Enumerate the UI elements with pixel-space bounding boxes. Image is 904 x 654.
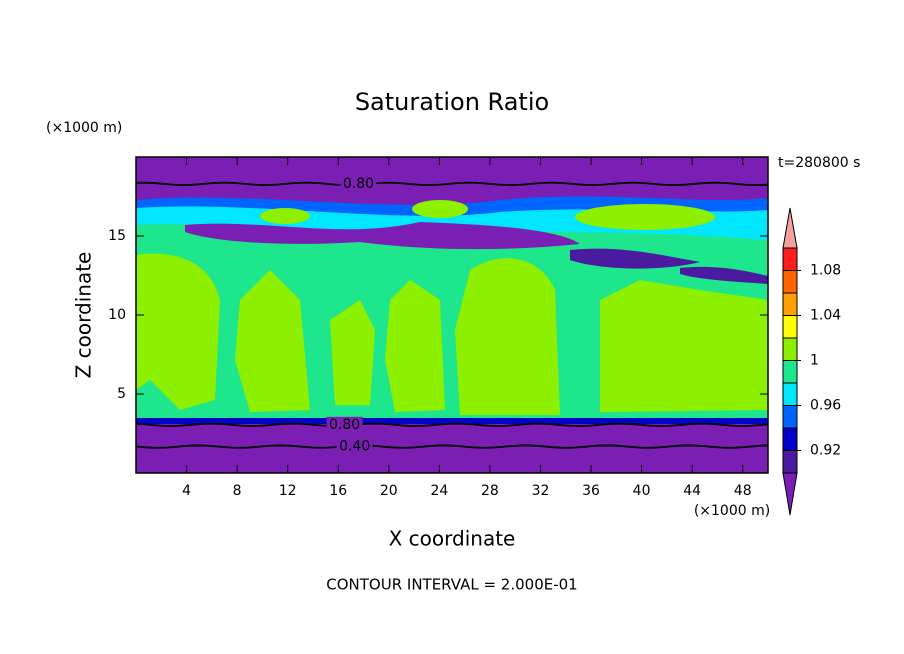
- x-tick-label: 44: [683, 483, 701, 499]
- y-tick-label: 5: [117, 386, 126, 402]
- x-tick-label: 4: [182, 483, 191, 499]
- field-region: [412, 200, 468, 218]
- colorbar-box: [782, 247, 798, 271]
- x-tick-label: 20: [380, 483, 398, 499]
- field-region: [235, 270, 310, 412]
- x-tick-label: 40: [633, 483, 651, 499]
- colorbar-box: [782, 360, 798, 384]
- field-region: [330, 300, 375, 405]
- colorbar-box: [782, 405, 798, 429]
- x-tick-label: 48: [734, 483, 752, 499]
- x-tick-label: 16: [329, 483, 347, 499]
- field-region: [600, 280, 768, 412]
- field-region: [680, 266, 768, 284]
- colorbar-over: [782, 207, 798, 249]
- field-region: [570, 248, 700, 269]
- colorbar-box: [782, 450, 798, 474]
- contour-line: [136, 444, 768, 449]
- x-unit: (×1000 m): [694, 503, 770, 519]
- contour-label-bg: [336, 438, 373, 455]
- field-region: [185, 222, 580, 250]
- contour-label-bg: [326, 416, 363, 433]
- x-tick-label: 24: [430, 483, 448, 499]
- x-axis-label: X coordinate: [389, 527, 516, 551]
- contour-label: 0.40: [339, 439, 370, 455]
- x-tick-label: 28: [481, 483, 499, 499]
- field-region: [385, 280, 445, 412]
- colorbar-box: [782, 292, 798, 316]
- contour-label: 0.80: [329, 417, 360, 433]
- time-label: t=280800 s: [778, 155, 860, 171]
- contour-interval: CONTOUR INTERVAL = 2.000E-01: [326, 576, 577, 594]
- field-region: [136, 253, 220, 410]
- field-region: [575, 204, 715, 230]
- y-tick-label: 15: [108, 228, 126, 244]
- x-tick-label: 8: [233, 483, 242, 499]
- colorbar-box: [782, 337, 798, 361]
- field-region: [136, 424, 768, 473]
- colorbar-under: [782, 472, 798, 516]
- field-region: [455, 258, 560, 415]
- y-tick-label: 10: [108, 307, 126, 323]
- colorbar-label: 1: [810, 353, 819, 369]
- x-tick-label: 12: [279, 483, 297, 499]
- contour-label: 0.80: [343, 176, 374, 192]
- colorbar-box: [782, 427, 798, 451]
- colorbar-label: 0.92: [810, 443, 841, 459]
- contour-line: [136, 422, 768, 427]
- colorbar-label: 0.96: [810, 398, 841, 414]
- contour-field: [136, 157, 768, 473]
- x-tick-label: 32: [532, 483, 550, 499]
- x-tick-label: 36: [582, 483, 600, 499]
- colorbar-label: 1.04: [810, 308, 841, 324]
- contour-line: [136, 181, 768, 186]
- contour-label-bg: [340, 175, 377, 192]
- y-unit: (×1000 m): [46, 120, 122, 136]
- colorbar-label: 1.08: [810, 263, 841, 279]
- y-axis-label: Z coordinate: [72, 252, 96, 379]
- colorbar-box: [782, 382, 798, 406]
- colorbar-box: [782, 270, 798, 294]
- colorbar-box: [782, 315, 798, 339]
- chart-title: Saturation Ratio: [355, 88, 549, 116]
- field-region: [260, 208, 310, 224]
